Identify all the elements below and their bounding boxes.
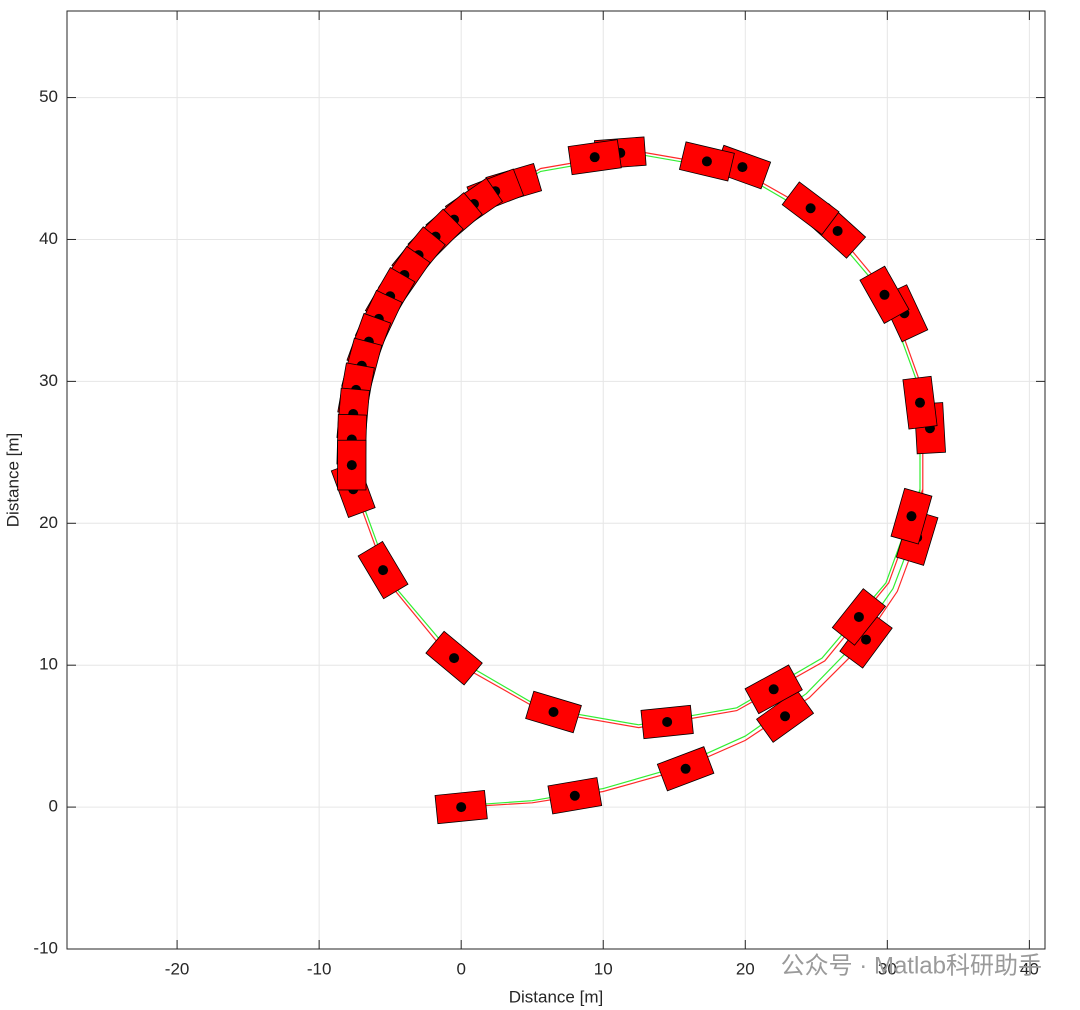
x-axis-label: Distance [m] <box>509 987 603 1006</box>
vehicle-center <box>832 225 843 236</box>
vehicle-center <box>569 790 580 801</box>
vehicle-center <box>662 716 673 727</box>
y-tick-label: 0 <box>49 797 58 816</box>
axes-box <box>66 10 1046 950</box>
vehicle-center <box>768 684 779 695</box>
vehicle-center <box>737 162 748 173</box>
x-tick-label: 10 <box>594 959 613 978</box>
x-tick-label: 0 <box>456 959 465 978</box>
vehicle-center <box>378 565 389 576</box>
vehicle-center <box>906 511 917 522</box>
y-tick-label: -10 <box>33 938 58 957</box>
vehicle-center <box>879 289 890 300</box>
x-tick-label: 40 <box>1020 959 1039 978</box>
y-axis-label: Distance [m] <box>3 433 22 527</box>
y-tick-label: 30 <box>39 371 58 390</box>
vehicle-center <box>548 707 559 718</box>
vehicle-center <box>861 634 872 645</box>
x-tick-label: 20 <box>736 959 755 978</box>
vehicle-center <box>914 397 925 408</box>
vehicle-center <box>780 711 791 722</box>
y-tick-label: 20 <box>39 513 58 532</box>
x-tick-label: -20 <box>165 959 190 978</box>
x-tick-label: -10 <box>307 959 332 978</box>
vehicle-center <box>853 611 864 622</box>
vehicle-center <box>805 203 816 214</box>
vehicle-center <box>456 802 467 813</box>
watermark: 公众号 · Matlab科研助手 <box>781 952 1042 979</box>
y-tick-label: 50 <box>39 87 58 106</box>
vehicle-center <box>346 460 357 471</box>
vehicle-center <box>701 156 712 167</box>
vehicle-center <box>589 152 600 163</box>
y-tick-label: 40 <box>39 229 58 248</box>
vehicle-center <box>680 763 691 774</box>
y-tick-label: 10 <box>39 655 58 674</box>
vehicle-center <box>449 653 460 664</box>
x-tick-label: 30 <box>878 959 897 978</box>
